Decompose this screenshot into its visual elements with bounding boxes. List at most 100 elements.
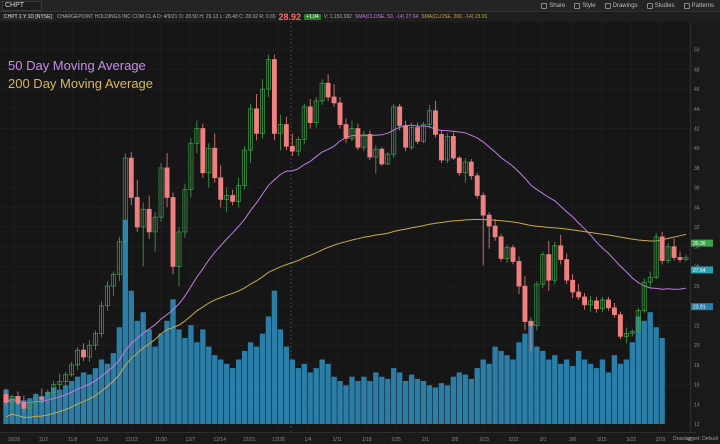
- timeframe-label[interactable]: CHPT 1 Y 1D [NYSE]: [2, 14, 54, 20]
- chart-info-bar: CHPT 1 Y 1D [NYSE] CHARGEPOINT HOLDINGS …: [0, 12, 720, 22]
- candle-down: [343, 124, 349, 139]
- candle-up: [504, 247, 510, 259]
- volume-bar: [480, 359, 486, 424]
- volume-bar: [176, 329, 182, 424]
- candle-down: [450, 136, 456, 159]
- volume-bar: [522, 333, 528, 424]
- volume-bar: [265, 316, 272, 424]
- volume-bar: [349, 376, 355, 424]
- volume-bar: [432, 387, 439, 424]
- candle-down: [230, 195, 236, 202]
- candle-down: [128, 157, 134, 198]
- volume-bar: [188, 325, 194, 424]
- candle-up: [552, 245, 558, 281]
- volume-bar: [170, 299, 176, 424]
- candle-down: [254, 108, 259, 134]
- price-marker-label: 30.36: [693, 241, 706, 247]
- candle-up: [206, 147, 212, 174]
- drawings-button[interactable]: Drawings: [604, 2, 638, 9]
- time-tick-label: 2/15: [479, 437, 489, 443]
- candle-down: [528, 321, 534, 326]
- patterns-label: Patterns: [691, 2, 714, 9]
- volume-bar: [564, 359, 570, 424]
- candle-down: [582, 296, 588, 306]
- candle-down: [355, 128, 361, 148]
- time-tick-label: 12/14: [213, 437, 226, 443]
- volume-bar: [68, 381, 75, 424]
- price-tick-label: 48: [694, 67, 700, 73]
- candle-up: [623, 333, 629, 337]
- volume-bar: [385, 378, 391, 424]
- candle-down: [659, 236, 665, 261]
- volume-bar: [528, 320, 534, 424]
- volume-bar: [593, 368, 600, 424]
- candle-down: [212, 147, 218, 179]
- price-tick-label: 16: [694, 383, 700, 389]
- time-tick-label: 11/23: [125, 437, 137, 443]
- style-button[interactable]: Style: [574, 2, 596, 9]
- volume-bar: [3, 389, 9, 424]
- price-tick-label: 44: [694, 107, 700, 113]
- volume-bar: [259, 333, 266, 424]
- volume-bar: [164, 320, 170, 424]
- volume-bar: [122, 219, 128, 424]
- volume-bar: [319, 359, 325, 424]
- candle-down: [3, 394, 9, 403]
- candle-down: [218, 177, 224, 200]
- volume-bar: [140, 312, 146, 424]
- candle-down: [367, 134, 373, 158]
- price-tick-label: 14: [694, 402, 700, 408]
- price-tick-label: 42: [694, 127, 700, 133]
- time-tick-label: 11/30: [155, 437, 167, 443]
- volume-bar: [641, 320, 647, 424]
- volume-bar: [635, 316, 641, 424]
- candle-down: [671, 246, 677, 258]
- volume-bar: [492, 346, 498, 424]
- time-axis[interactable]: 10/26 11/2 11/9 11/16 11/23 11/30 12/7 12/14 12/…: [0, 432, 696, 444]
- candle-down: [546, 254, 552, 281]
- candle-up: [266, 59, 271, 90]
- candle-down: [15, 396, 21, 404]
- volume-bar: [373, 372, 379, 424]
- candle-up: [158, 167, 164, 218]
- symbol-input[interactable]: CHPT: [2, 0, 42, 11]
- volume-bar: [426, 385, 433, 424]
- volume-bar: [15, 396, 21, 424]
- candlestick-chart[interactable]: [0, 22, 696, 432]
- candle-up: [409, 127, 415, 148]
- last-price: 28.92: [278, 12, 302, 22]
- studies-button[interactable]: Studies: [646, 2, 675, 9]
- price-axis[interactable]: 1214161820222426283032343638404244464850…: [690, 22, 720, 432]
- candle-down: [271, 59, 277, 134]
- candle-up: [75, 349, 81, 366]
- candle-up: [45, 392, 51, 400]
- candle-up: [27, 401, 33, 409]
- volume-bar: [295, 368, 301, 424]
- volume-bar: [134, 320, 140, 424]
- candle-up: [295, 138, 301, 152]
- volume-bar: [653, 327, 659, 424]
- price-tick-label: 32: [694, 225, 700, 231]
- candle-down: [21, 402, 27, 409]
- drawing-set-label[interactable]: Drawing set: Default: [672, 436, 718, 442]
- candle-up: [140, 208, 146, 228]
- candle-down: [456, 157, 462, 174]
- time-tick-label: 2/1: [422, 437, 429, 443]
- share-button[interactable]: Share: [541, 2, 565, 9]
- price-tick-label: 26: [694, 284, 700, 290]
- volume-bar: [74, 376, 81, 424]
- patterns-button[interactable]: Patterns: [683, 2, 714, 9]
- price-tick-label: 34: [694, 205, 700, 211]
- price-chart[interactable]: [0, 22, 696, 432]
- candle-up: [647, 276, 653, 283]
- candle-down: [337, 102, 343, 125]
- volume-bar: [343, 385, 349, 424]
- price-tick-label: 12: [694, 422, 700, 428]
- volume-bar: [51, 387, 57, 424]
- candle-down: [170, 197, 176, 267]
- volume-bar: [194, 342, 200, 424]
- volume-bar: [510, 359, 516, 424]
- volume-bar: [462, 374, 468, 424]
- candle-up: [629, 331, 635, 334]
- volume-bar: [611, 355, 618, 424]
